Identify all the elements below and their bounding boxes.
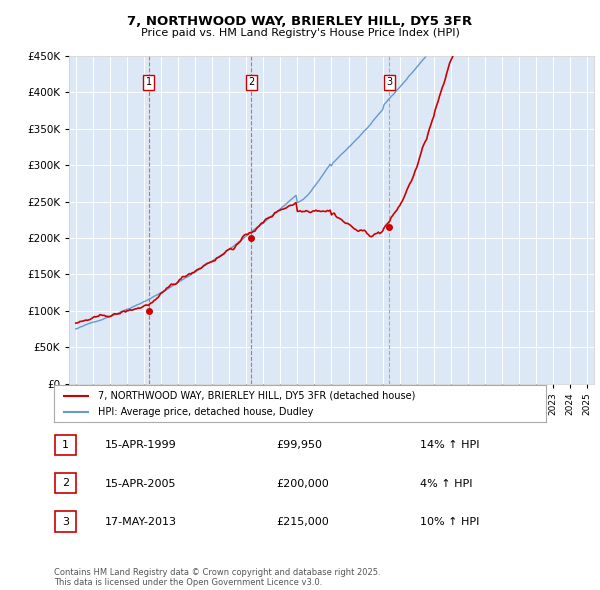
Text: £215,000: £215,000 [276, 517, 329, 527]
Text: £99,950: £99,950 [276, 441, 322, 450]
Text: 1: 1 [62, 440, 69, 450]
Text: Price paid vs. HM Land Registry's House Price Index (HPI): Price paid vs. HM Land Registry's House … [140, 28, 460, 38]
Text: 17-MAY-2013: 17-MAY-2013 [105, 517, 177, 527]
Text: 7, NORTHWOOD WAY, BRIERLEY HILL, DY5 3FR (detached house): 7, NORTHWOOD WAY, BRIERLEY HILL, DY5 3FR… [98, 391, 416, 401]
Text: 7, NORTHWOOD WAY, BRIERLEY HILL, DY5 3FR: 7, NORTHWOOD WAY, BRIERLEY HILL, DY5 3FR [127, 15, 473, 28]
Text: 1: 1 [146, 77, 152, 87]
Text: £200,000: £200,000 [276, 479, 329, 489]
Text: HPI: Average price, detached house, Dudley: HPI: Average price, detached house, Dudl… [98, 407, 314, 417]
Text: 3: 3 [62, 517, 69, 526]
Text: 2: 2 [62, 478, 69, 488]
Text: 15-APR-2005: 15-APR-2005 [105, 479, 176, 489]
Text: 2: 2 [248, 77, 254, 87]
Text: 10% ↑ HPI: 10% ↑ HPI [420, 517, 479, 527]
Text: 14% ↑ HPI: 14% ↑ HPI [420, 441, 479, 450]
Text: 15-APR-1999: 15-APR-1999 [105, 441, 177, 450]
Text: Contains HM Land Registry data © Crown copyright and database right 2025.
This d: Contains HM Land Registry data © Crown c… [54, 568, 380, 587]
Text: 4% ↑ HPI: 4% ↑ HPI [420, 479, 473, 489]
Text: 3: 3 [386, 77, 392, 87]
